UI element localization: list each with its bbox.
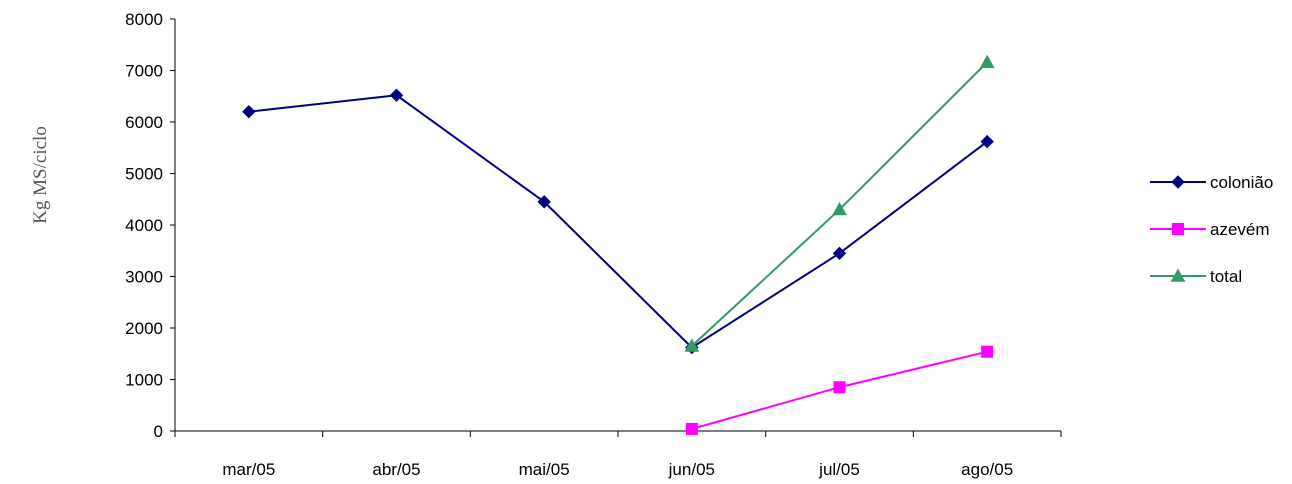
y-axis-label: Kg MS/ciclo — [30, 126, 51, 224]
data-point — [685, 422, 698, 435]
legend-marker — [1172, 223, 1184, 235]
x-tick-label: ago/05 — [961, 460, 1013, 479]
data-point — [980, 134, 994, 149]
legend-marker — [1171, 175, 1185, 189]
y-tick-label: 7000 — [125, 62, 163, 81]
y-tick-label: 4000 — [125, 216, 163, 235]
data-point — [242, 104, 256, 119]
data-point — [389, 88, 404, 102]
y-tick-label: 5000 — [125, 165, 163, 184]
y-tick-label: 0 — [154, 422, 163, 441]
series-line-0 — [248, 94, 988, 349]
y-tick-label: 8000 — [125, 10, 163, 29]
data-point — [832, 202, 847, 216]
legend-label: azevém — [1210, 220, 1270, 239]
x-tick-label: jun/05 — [668, 460, 715, 479]
axes: 0 1000 2000 3000 4000 5000 6000 7000 8000 mar/05 a… — [125, 10, 1062, 479]
data-point — [832, 246, 847, 261]
data-point — [537, 195, 551, 209]
data-point — [979, 54, 995, 68]
y-tick-label: 3000 — [125, 268, 163, 287]
x-tick-label: jul/05 — [818, 460, 860, 479]
series-layer — [242, 54, 995, 435]
data-point — [684, 338, 700, 352]
y-tick-label: 1000 — [125, 371, 163, 390]
legend-label: total — [1210, 267, 1242, 286]
y-tick-label: 6000 — [125, 113, 163, 132]
legend-label: colonião — [1210, 173, 1273, 192]
y-tick-label: 2000 — [125, 319, 163, 338]
legend: colonião azevém total — [1150, 173, 1273, 286]
data-point — [833, 381, 846, 394]
x-tick-label: abr/05 — [372, 460, 420, 479]
x-tick-label: mai/05 — [519, 460, 570, 479]
x-tick-label: mar/05 — [222, 460, 275, 479]
data-point — [981, 345, 994, 358]
legend-marker — [1170, 268, 1186, 282]
